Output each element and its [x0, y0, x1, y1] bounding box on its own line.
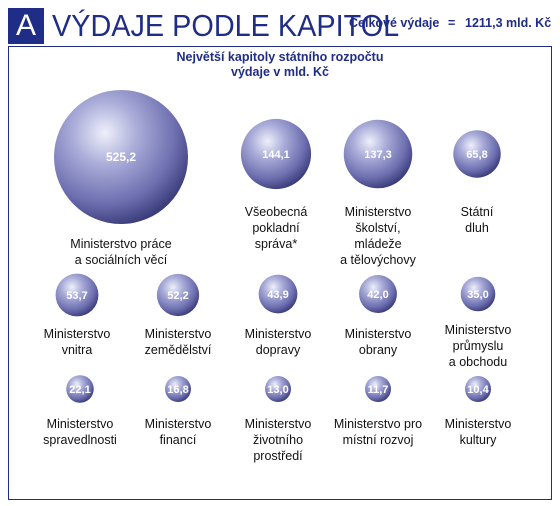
bubble-value-12: 13,0	[267, 384, 288, 396]
chart-title: Největší kapitoly státního rozpočtu výda…	[0, 50, 560, 80]
bubble-label-3: Ministerstvo školství, mládeže a tělovýchov…	[308, 204, 448, 268]
section-badge: A	[8, 8, 44, 44]
bubble-label-6: Ministerstvo zemědělství	[108, 326, 248, 358]
bubble-value-8: 42,0	[367, 289, 388, 301]
bubble-value-7: 43,9	[267, 289, 288, 301]
bubble-value-5: 53,7	[66, 290, 87, 302]
chart-title-line-1: Největší kapitoly státního rozpočtu	[176, 50, 384, 64]
bubble-value-9: 35,0	[467, 289, 488, 301]
bubble-label-line: Ministerstvo	[344, 205, 412, 219]
total-equals: =	[448, 16, 456, 30]
bubble-label-5: Ministerstvo vnitra	[7, 326, 147, 358]
bubble-label-12: Ministerstvo životního prostředí	[208, 416, 348, 464]
bubble-label-line: a obchodu	[448, 355, 508, 369]
bubble-value-13: 11,7	[368, 384, 389, 396]
bubble-label-line: pokladní	[252, 221, 300, 235]
bubble-8	[359, 275, 397, 313]
bubble-label-8: Ministerstvo obrany	[308, 326, 448, 358]
bubble-label-line: Ministerstvo	[144, 327, 212, 341]
bubble-label-line: vnitra	[61, 343, 93, 357]
bubble-label-7: Ministerstvo dopravy	[208, 326, 348, 358]
bubble-label-9: Ministerstvo průmyslu a obchodu	[408, 322, 548, 370]
bubble-label-line: dopravy	[255, 343, 301, 357]
bubble-label-line: Ministerstvo	[244, 417, 312, 431]
bubble-label-line: financí	[159, 433, 197, 447]
chart-title-line-2: výdaje v mld. Kč	[231, 65, 329, 79]
bubble-group: 525,2 144,1 137,3 65,8 53,7 52,2 43,9 42,0 35,0 2…	[54, 90, 501, 403]
bubble-5	[55, 273, 99, 317]
bubble-label-2: Všeobecná pokladní správa*	[206, 204, 346, 252]
bubble-label-10: Ministerstvo spravedlnosti	[10, 416, 150, 448]
bubble-label-line: zemědělství	[144, 343, 212, 357]
bubble-label-line: Všeobecná	[244, 205, 308, 219]
bubble-4	[453, 130, 501, 178]
bubble-10	[66, 375, 94, 403]
bubble-7	[258, 274, 298, 314]
bubble-label-line: Státní	[460, 205, 494, 219]
bubble-label-line: spravedlnosti	[43, 433, 117, 447]
total-value: 1211,3 mld. Kč	[465, 16, 552, 30]
bubble-label-line: průmyslu	[452, 339, 504, 353]
bubble-label-line: Ministerstvo práce	[70, 237, 172, 251]
bubble-label-line: Ministerstvo	[444, 417, 512, 431]
bubble-13	[365, 376, 391, 402]
bubble-label-line: Ministerstvo	[144, 417, 212, 431]
bubble-label-4: Státní dluh	[407, 204, 547, 236]
bubble-label-line: a tělovýchovy	[340, 253, 416, 267]
bubble-label-line: Ministerstvo	[43, 327, 111, 341]
bubble-label-line: Ministerstvo pro	[333, 417, 423, 431]
bubble-label-line: prostředí	[253, 449, 303, 463]
bubble-label-line: dluh	[465, 221, 489, 235]
bubble-label-line: kultury	[459, 433, 497, 447]
bubble-label-line: a sociálních věcí	[74, 253, 168, 267]
bubble-6	[156, 273, 200, 317]
bubble-value-6: 52,2	[167, 290, 188, 302]
bubble-value-10: 22,1	[69, 384, 90, 396]
bubble-label-line: Ministerstvo	[344, 327, 412, 341]
bubble-9	[460, 276, 496, 312]
bubble-value-14: 10,4	[467, 384, 489, 396]
bubble-label-1: Ministerstvo práce a sociálních věcí	[51, 236, 191, 268]
bubble-12	[265, 376, 291, 402]
page-title: VÝDAJE PODLE KAPITOL	[52, 8, 400, 43]
bubble-label-line: správa*	[254, 237, 298, 251]
bubble-label-line: Ministerstvo	[444, 323, 512, 337]
bubble-label-11: Ministerstvo financí	[108, 416, 248, 448]
bubble-label-14: Ministerstvo kultury	[408, 416, 548, 448]
bubble-label-line: obrany	[358, 343, 398, 357]
bubble-label-13: Ministerstvo pro místní rozvoj	[308, 416, 448, 448]
bubble-value-3: 137,3	[364, 149, 392, 161]
total-label: Celkové výdaje	[349, 16, 440, 30]
bubble-11	[165, 376, 191, 402]
bubble-value-4: 65,8	[466, 149, 487, 161]
page-header: A VÝDAJE PODLE KAPITOL	[8, 8, 554, 48]
bubble-label-line: životního	[252, 433, 304, 447]
bubble-14	[465, 376, 491, 402]
bubble-label-line: mládeže	[354, 237, 402, 251]
bubble-label-line: Ministerstvo	[46, 417, 114, 431]
bubble-1	[54, 90, 188, 224]
bubble-value-2: 144,1	[262, 149, 290, 161]
bubble-value-1: 525,2	[106, 150, 136, 164]
bubble-3	[343, 119, 413, 189]
bubble-label-line: školství,	[355, 221, 401, 235]
bubble-2	[240, 118, 312, 190]
bubble-label-line: místní rozvoj	[342, 433, 414, 447]
bubble-value-11: 16,8	[167, 384, 188, 396]
bubble-label-line: Ministerstvo	[244, 327, 312, 341]
